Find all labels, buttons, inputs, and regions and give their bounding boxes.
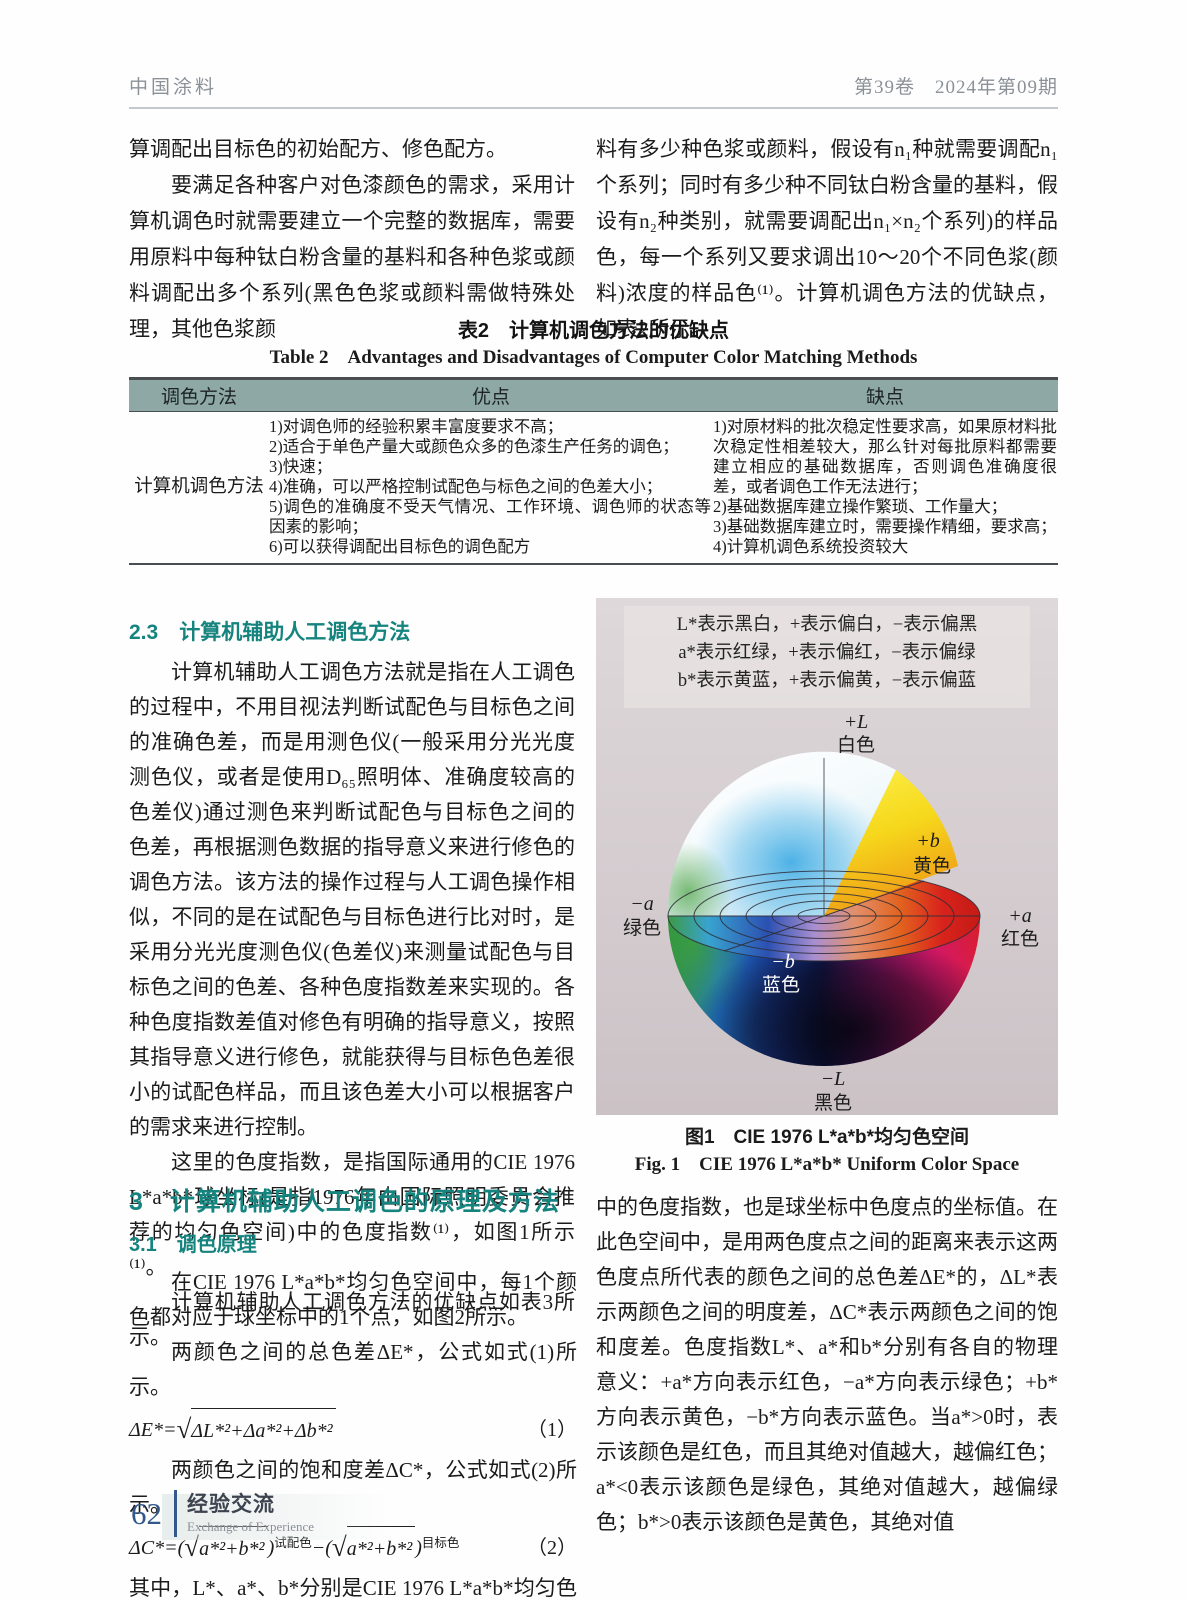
- column-header-advantages: 优点: [471, 387, 510, 408]
- equation-lhs: ΔC*=(: [129, 1536, 185, 1559]
- paragraph: 料有多少种色浆或颜料，假设有n₁种就需要调配n₁个系列；同时有多少种不同钛白粉含…: [596, 137, 1058, 341]
- equation-number: （1）: [527, 1418, 577, 1441]
- advantage-item: 3)快速；: [269, 457, 333, 476]
- footer-divider: [174, 1490, 177, 1537]
- black-label: 黑色: [814, 1092, 852, 1114]
- table2-body-row: 计算机调色方法 1)对调色师的经验积累丰富度要求不高； 2)适合于单色产量大或颜…: [129, 412, 1058, 563]
- cell-advantages: 1)对调色师的经验积累丰富度要求不高； 2)适合于单色产量大或颜色众多的色漆生产…: [269, 417, 713, 557]
- page-number: 62: [131, 1495, 162, 1531]
- page-header: 中国涂料 第39卷 2024年第09期: [129, 72, 1058, 109]
- table2-title-zh: 表2 计算机调色方法的优缺点: [457, 320, 730, 342]
- plus-a-label: +a: [1008, 905, 1032, 927]
- footer-section: 经验交流 Exchange of Experience: [187, 1493, 314, 1535]
- paragraph: 这里的色度指数，是指国际通用的CIE 1976 L*a*b*球坐标(是指1976…: [129, 1150, 575, 1279]
- intro-left-column: 算调配出目标色的初始配方、修色配方。 要满足各种客户对色漆颜色的需求，采用计算机…: [129, 131, 575, 347]
- legend-line-l: L*表示黑白，+表示偏白，−表示偏黑: [677, 614, 977, 635]
- axes: [668, 758, 980, 952]
- table2: 调色方法 优点 缺点 计算机调色方法 1)对调色师的经验积累丰富度要求不高； 2…: [129, 377, 1058, 565]
- issue-info: 第39卷 2024年第09期: [853, 77, 1058, 98]
- equation-lhs: ΔE*=: [129, 1418, 177, 1441]
- radical-sign: √: [176, 1414, 192, 1444]
- paragraph: 两颜色之间的饱和度差ΔC*，公式如式(2)所示。: [129, 1458, 577, 1517]
- legend-line-a: a*表示红绿，+表示偏红，−表示偏绿: [678, 642, 975, 663]
- advantage-item: 6)可以获得调配出目标色的调色配方: [269, 537, 531, 556]
- red-label: 红色: [1001, 928, 1039, 950]
- plus-b-label: +b: [916, 830, 940, 852]
- equation-mid: −(: [311, 1536, 332, 1559]
- disadvantage-item: 4)计算机调色系统投资较大: [713, 537, 909, 556]
- advantage-item: 1)对调色师的经验积累丰富度要求不高；: [269, 417, 564, 436]
- equation-2: ΔC*=(√ a*²+b*²) 试配色 −(√ a*²+b*²) 目标色 （2）: [129, 1526, 577, 1569]
- paragraph: 中的色度指数，也是球坐标中色度点的坐标值。在此色空间中，是用两色度点之间的距离来…: [596, 1195, 1058, 1534]
- table2-title-en: Table 2 Advantages and Disadvantages of …: [269, 347, 918, 368]
- journal-name: 中国涂料: [129, 77, 218, 98]
- disadvantage-item: 1)对原材料的批次稳定性要求高，如果原材料批次稳定性相差较大，那么针对每批原料都…: [713, 417, 1057, 496]
- dome-green-shade: [667, 842, 732, 916]
- cell-method: 计算机调色方法: [134, 477, 264, 497]
- legend-line-b: b*表示黄蓝，+表示偏黄，−表示偏蓝: [678, 670, 976, 691]
- figure1-caption: 图1 CIE 1976 L*a*b*均匀色空间 Fig. 1 CIE 1976 …: [596, 1124, 1058, 1179]
- figure1-caption-zh: 图1 CIE 1976 L*a*b*均匀色空间: [684, 1127, 970, 1148]
- section-3-1-heading: 3.1 调色原理: [129, 1234, 257, 1256]
- column-header-disadvantages: 缺点: [865, 387, 904, 408]
- section-3: 3 计算机辅助人工调色的原理及方法 3.1 调色原理 在CIE 1976 L*a…: [129, 1182, 577, 1600]
- equation-number: （2）: [527, 1536, 577, 1559]
- section-2-3-heading: 2.3 计算机辅助人工调色方法: [129, 621, 411, 644]
- plus-l-label: +L: [844, 711, 869, 733]
- paragraph: 两颜色之间的总色差ΔE*，公式如式(1)所示。: [129, 1340, 577, 1399]
- minus-b-label: −b: [771, 951, 795, 973]
- paragraph: 计算机辅助人工调色方法就是指在人工调色的过程中，不用目视法判断试配色与目标色之间…: [129, 660, 575, 1139]
- paragraph: 算调配出目标色的初始配方、修色配方。: [129, 137, 507, 161]
- cell-disadvantages: 1)对原材料的批次稳定性要求高，如果原材料批次稳定性相差较大，那么针对每批原料都…: [713, 417, 1057, 557]
- advantage-item: 2)适合于单色产量大或颜色众多的色漆生产任务的调色；: [269, 437, 679, 456]
- subscript-target: 目标色: [421, 1536, 460, 1550]
- paragraph: 计算机辅助人工调色方法的优缺点如表3所示。: [129, 1290, 575, 1349]
- footer-band: [162, 1494, 392, 1540]
- disadvantage-item: 3)基础数据库建立时，需要操作精细，要求高；: [713, 517, 1057, 536]
- equation-radicand: ΔL*²+Δa*²+Δb*²: [191, 1408, 336, 1451]
- page-footer: 62 经验交流 Exchange of Experience: [131, 1490, 314, 1537]
- intro-right-column: 料有多少种色浆或颜料，假设有n₁种就需要调配n₁个系列；同时有多少种不同钛白粉含…: [596, 131, 1058, 347]
- figure1-caption-en: Fig. 1 CIE 1976 L*a*b* Uniform Color Spa…: [634, 1154, 1020, 1175]
- paren: ): [267, 1536, 275, 1559]
- table2-block: 表2 计算机调色方法的优缺点 Table 2 Advantages and Di…: [129, 318, 1058, 565]
- advantage-item: 4)准确，可以严格控制试配色与标色之间的色差大小；: [269, 477, 663, 496]
- paren: ): [415, 1536, 422, 1559]
- figure1-color-space: L*表示黑白，+表示偏白，−表示偏黑 a*表示红绿，+表示偏红，−表示偏绿 b*…: [596, 598, 1058, 1115]
- radical-sign: √: [331, 1532, 347, 1562]
- footer-section-zh: 经验交流: [187, 1492, 275, 1516]
- radical-sign: √: [184, 1532, 200, 1562]
- advantage-item: 5)调色的准确度不受天气情况、工作环境、调色师的状态等因素的影响；: [269, 497, 711, 536]
- green-label: 绿色: [623, 917, 661, 939]
- disadvantage-item: 2)基础数据库建立操作繁琐、工作量大；: [713, 497, 1008, 516]
- minus-a-label: −a: [630, 893, 654, 915]
- blue-label: 蓝色: [762, 974, 800, 996]
- legend-band: [624, 606, 1030, 708]
- minus-l-label: −L: [821, 1068, 846, 1090]
- right-column-bottom: 中的色度指数，也是球坐标中色度点的坐标值。在此色空间中，是用两色度点之间的距离来…: [596, 1190, 1058, 1540]
- white-label: 白色: [837, 734, 875, 756]
- axis-labels: +L 白色 +b 黄色 −a 绿色 +a 红色 −b 蓝色 −L 黑色: [623, 711, 1039, 1114]
- footer-section-en: Exchange of Experience: [187, 1518, 315, 1534]
- paragraph: 其中，L*、a*、b*分别是CIE 1976 L*a*b*均匀色空间: [129, 1576, 577, 1600]
- equation-1: ΔE*= √ ΔL*²+Δa*²+Δb*² （1）: [129, 1408, 577, 1451]
- paragraph: 在CIE 1976 L*a*b*均匀色空间中，每1个颜色都对应于球坐标中的1个点…: [129, 1270, 577, 1329]
- yellow-label: 黄色: [913, 855, 951, 877]
- section-3-heading: 3 计算机辅助人工调色的原理及方法: [129, 1188, 560, 1216]
- black-shade: [693, 930, 980, 1066]
- column-header-method: 调色方法: [160, 387, 237, 408]
- section-2-3: 2.3 计算机辅助人工调色方法 计算机辅助人工调色方法就是指在人工调色的过程中，…: [129, 616, 575, 1355]
- table2-header-row: 调色方法 优点 缺点: [129, 380, 1058, 412]
- paragraph: 要满足各种客户对色漆颜色的需求，采用计算机调色时就需要建立一个完整的数据库，需要…: [129, 173, 575, 341]
